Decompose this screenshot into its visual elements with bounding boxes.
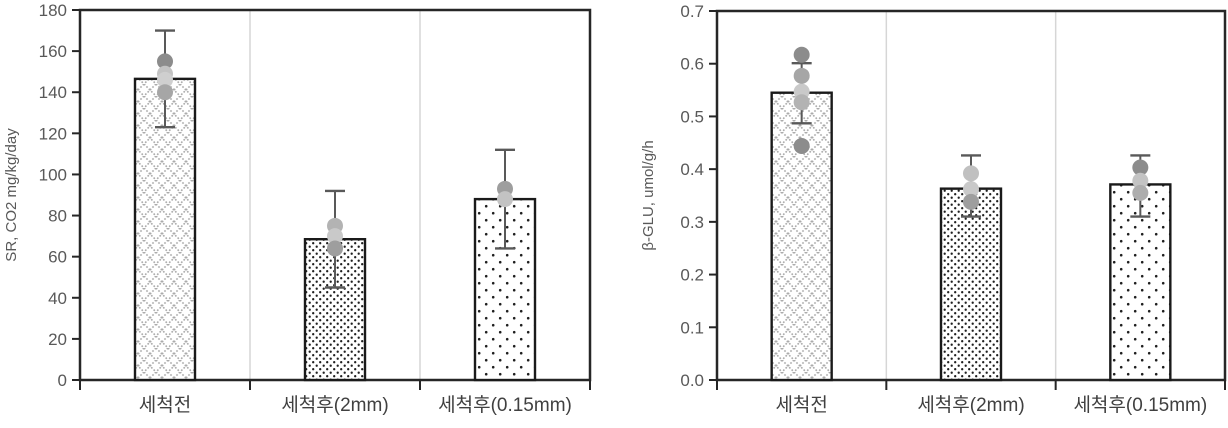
y-tick-label: 140 (39, 83, 67, 102)
bar-dots-sparse (473, 197, 537, 382)
y-tick-label: 80 (48, 207, 67, 226)
y-tick-label: 0.1 (680, 318, 704, 337)
data-point (793, 67, 810, 84)
y-tick-label: 160 (39, 42, 67, 61)
data-point (963, 181, 979, 198)
beta-glu-chart-canvas: 0.0 0.1 0.2 0.3 0.4 0.5 0.6 0.7 세척전 세척후(2mm) 세척후(0… (640, 2, 1227, 416)
data-point (327, 240, 343, 257)
data-point (327, 228, 343, 245)
category-label: 세척전 (139, 394, 191, 416)
data-point (157, 53, 173, 70)
y-axis-title: SR, CO2 mg/kg/day (3, 128, 20, 262)
category-label: 세척후(2mm) (917, 394, 1024, 416)
y-tick-label: 0.0 (680, 371, 704, 390)
bar-dots-dense (939, 187, 1003, 382)
category-label: 세척후(0.15mm) (1073, 394, 1207, 416)
data-point (793, 94, 810, 111)
y-tick-label: 0.5 (680, 107, 704, 126)
data-point (1132, 184, 1149, 201)
data-point (157, 71, 173, 88)
y-tick-label: 0.3 (680, 213, 704, 232)
data-point (497, 191, 513, 208)
y-tick-label: 120 (39, 124, 67, 143)
y-tick-label: 180 (39, 1, 67, 20)
y-tick-label: 60 (48, 248, 67, 267)
bar-crosshatch (133, 77, 197, 382)
y-tick-label: 0.6 (680, 55, 704, 74)
y-tick-label: 0 (58, 371, 67, 390)
data-point (793, 46, 810, 63)
category-label: 세척후(2mm) (281, 394, 388, 416)
beta-glu-chart: 0.0 0.1 0.2 0.3 0.4 0.5 0.6 0.7 세척전 세척후(2mm) 세척후(0… (614, 0, 1228, 428)
data-point (963, 165, 979, 182)
data-point (793, 137, 810, 154)
y-tick-label: 0.2 (680, 266, 704, 285)
y-axis-title: β-GLU, umol/g/h (640, 140, 657, 250)
category-label: 세척후(0.15mm) (438, 394, 572, 416)
sr-co2-chart-canvas: 0 20 40 60 80 100 120 140 160 180 세척전 세척후(2mm) 세척후(0… (3, 1, 592, 416)
y-tick-label: 0.4 (680, 160, 704, 179)
bar-crosshatch (770, 91, 833, 382)
category-label: 세척전 (775, 394, 827, 416)
y-tick-label: 20 (48, 330, 67, 349)
data-point (1132, 172, 1149, 189)
y-tick-label: 0.7 (680, 2, 704, 21)
y-tick-label: 100 (39, 165, 67, 184)
data-point (1132, 159, 1149, 176)
data-point (157, 84, 173, 101)
y-tick-label: 40 (48, 289, 67, 308)
sr-co2-chart: 0 20 40 60 80 100 120 140 160 180 세척전 세척후(2mm) 세척후(0… (3, 1, 592, 416)
data-point (963, 193, 979, 210)
